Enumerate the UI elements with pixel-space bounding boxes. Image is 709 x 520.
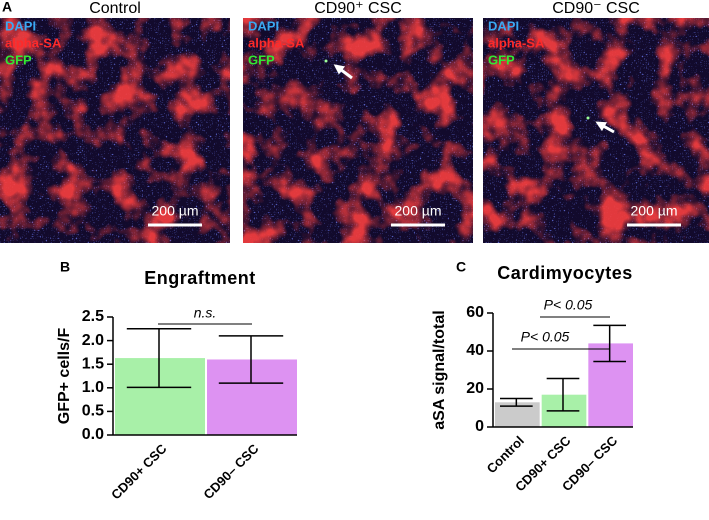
error-bar	[500, 397, 533, 407]
significance-label: n.s.	[194, 305, 217, 321]
chart-title: Cardimyocytes	[497, 263, 633, 283]
y-tick-label: 1.0	[82, 379, 104, 396]
scale-label: 200 µm	[631, 203, 678, 219]
image-title: Control	[89, 0, 141, 17]
tissue-stain	[483, 18, 709, 243]
error-bar	[593, 324, 626, 363]
error-bar	[218, 335, 284, 384]
y-tick-label: 20	[466, 380, 484, 397]
bar	[588, 343, 633, 427]
panel-label: C	[456, 259, 466, 275]
image-title: CD90⁺ CSC	[314, 0, 402, 17]
panel-label: B	[60, 259, 70, 275]
micrographs: A Control DAPI alpha-SA GFP 200 µm CD90⁺ CSC DA…	[0, 0, 709, 243]
stain-legend: alpha-SA	[5, 35, 62, 50]
y-tick-label: 0.0	[82, 426, 104, 443]
y-tick-label: 1.5	[82, 355, 104, 372]
y-tick-label: 0.5	[82, 403, 104, 420]
stain-legend: DAPI	[488, 18, 519, 33]
x-tick-label: CD90+ CSC	[108, 441, 170, 503]
stain-legend: alpha-SA	[488, 35, 545, 50]
bar	[207, 359, 297, 435]
y-tick-label: 2.0	[82, 332, 104, 349]
scale-label: 200 µm	[395, 203, 442, 219]
stain-legend: alpha-SA	[248, 35, 305, 50]
error-bar	[126, 328, 192, 389]
x-tick-label: CD90– CSC	[200, 441, 262, 503]
y-axis-label: GFP+ cells/F	[56, 328, 73, 425]
scale-label: 200 µm	[152, 203, 199, 219]
y-tick-label: 0	[475, 418, 484, 435]
charts: B Engraftment GFP+ cells/F CD90+ CSC CD90– C…	[56, 259, 633, 503]
bar	[115, 358, 205, 435]
y-tick-label: 60	[466, 304, 484, 321]
y-tick-label: 2.5	[82, 308, 104, 325]
stain-legend: DAPI	[5, 18, 36, 33]
significance-label: P< 0.05	[544, 297, 593, 313]
gfp-cell	[586, 116, 590, 120]
arrow-head	[595, 121, 607, 132]
stain-legend: GFP	[248, 52, 275, 67]
error-bar	[546, 377, 580, 412]
y-tick-label: 40	[466, 342, 484, 359]
stain-legend: GFP	[5, 52, 32, 67]
x-tick-label: Control	[484, 433, 527, 476]
stain-legend: DAPI	[248, 18, 279, 33]
stain-legend: GFP	[488, 52, 515, 67]
arrow-head	[333, 64, 345, 75]
significance-label: P< 0.05	[521, 329, 570, 345]
gfp-cell	[324, 59, 328, 63]
chart-title: Engraftment	[144, 268, 256, 288]
tissue-stain	[243, 18, 473, 243]
image-title: CD90⁻ CSC	[552, 0, 640, 17]
panel-label: A	[2, 0, 12, 15]
y-axis-label: aSA signal/total	[431, 310, 448, 429]
tissue-stain	[0, 18, 230, 243]
